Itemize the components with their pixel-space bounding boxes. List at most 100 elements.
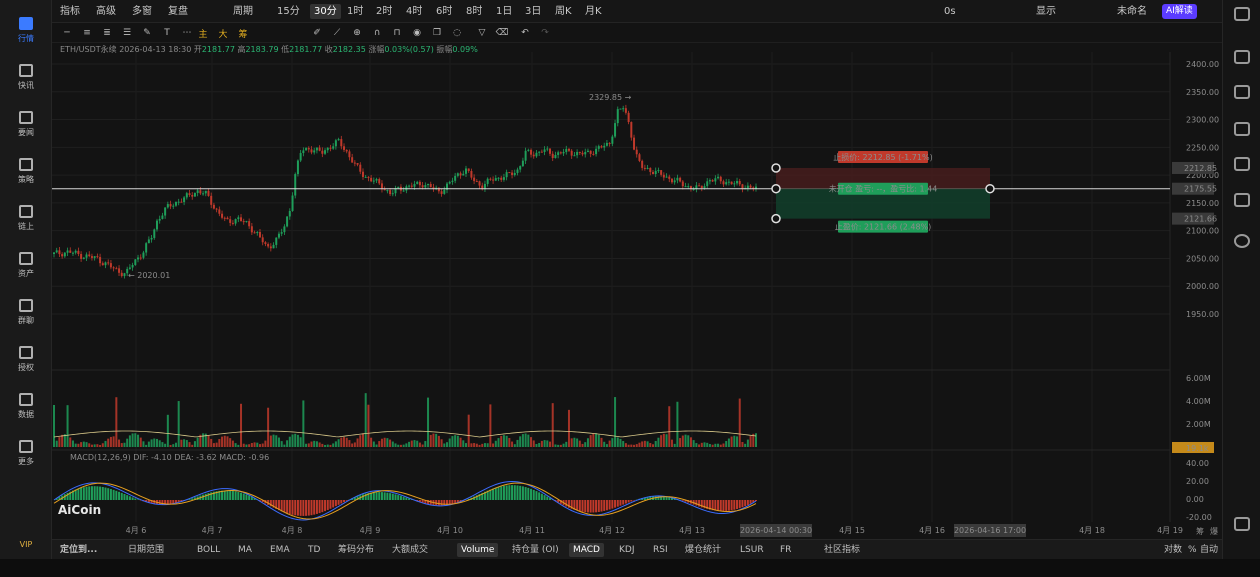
pen-tool-icon[interactable]: ✎ <box>143 28 151 38</box>
interval-15m[interactable]: 15分 <box>277 6 300 17</box>
pane-volume[interactable]: Volume <box>457 543 499 557</box>
vip-badge[interactable]: VIP <box>19 540 33 549</box>
indicator-chips[interactable]: 筹码分布 <box>338 545 375 555</box>
ai-analysis-button[interactable]: AI解读 <box>1162 4 1197 19</box>
ruler-icon[interactable]: ⟋ <box>333 28 341 38</box>
interval-1d[interactable]: 1日 <box>496 6 513 17</box>
close-label: 收 <box>324 45 333 54</box>
window-icon[interactable] <box>1234 157 1250 171</box>
volume-bar <box>96 444 99 447</box>
multi-window-button[interactable]: 多窗 <box>132 6 152 17</box>
interval-6h[interactable]: 6时 <box>436 6 453 17</box>
nav-headlines[interactable]: 要闻 <box>4 104 48 144</box>
robot-icon[interactable] <box>1234 193 1250 207</box>
pane-kdj[interactable]: KDJ <box>619 545 635 555</box>
stop-loss-label-bg <box>838 150 928 163</box>
candle-body <box>77 250 80 255</box>
nav-group-chat[interactable]: 群聊 <box>4 292 48 332</box>
volume-bar <box>307 443 310 447</box>
period-dropdown[interactable]: 周期 <box>233 6 253 17</box>
orderbook-icon[interactable] <box>1234 85 1250 99</box>
pane-macd[interactable]: MACD <box>569 543 604 557</box>
community-indicators-button[interactable]: 社区指标 <box>824 545 861 555</box>
interval-month[interactable]: 月K <box>585 6 602 17</box>
pane-oi[interactable]: 持仓量 (OI) <box>512 545 559 555</box>
chart-list-icon[interactable] <box>1234 122 1250 136</box>
channel-tool-icon[interactable]: ≣ <box>103 28 111 38</box>
main-tool[interactable]: 主 <box>198 29 208 40</box>
pane-rsi[interactable]: RSI <box>653 545 668 555</box>
display-button[interactable]: 显示 <box>1036 6 1056 17</box>
percent-toggle[interactable]: % <box>1188 545 1197 555</box>
volume-bar <box>340 437 343 447</box>
filter-icon[interactable]: ▽ <box>478 28 486 38</box>
undo-icon[interactable]: ↶ <box>521 28 529 38</box>
zoom-icon[interactable]: ⊕ <box>353 28 361 38</box>
nav-assets[interactable]: 资产 <box>4 245 48 285</box>
indicator-ema[interactable]: EMA <box>270 545 290 555</box>
gear-icon[interactable] <box>1234 517 1250 531</box>
lock-icon[interactable]: ⊓ <box>393 28 401 38</box>
redo-icon[interactable]: ↷ <box>541 28 549 38</box>
pane-lsur[interactable]: LSUR <box>740 545 764 555</box>
volume-bar <box>519 436 522 447</box>
macd-bar <box>253 497 256 500</box>
fib-tool-icon[interactable]: ☰ <box>122 28 132 38</box>
chart-canvas[interactable]: 2329.85 → ← 2020.01 止损价: 2212.85 (-1.71%)… <box>52 52 1222 539</box>
left-navigation: 行情 快讯 要闻 策略 链上 资产 群聊 授权 数据 更多 VIP <box>0 0 52 577</box>
advanced-button[interactable]: 高级 <box>96 6 116 17</box>
stack-icon[interactable]: ❐ <box>432 28 442 38</box>
indicator-large-trades[interactable]: 大额成交 <box>392 545 429 555</box>
log-scale-toggle[interactable]: 对数 <box>1164 545 1183 555</box>
interval-2h[interactable]: 2时 <box>376 6 393 17</box>
nav-flash-news[interactable]: 快讯 <box>4 57 48 97</box>
volume-bar <box>733 435 736 447</box>
indicator-boll[interactable]: BOLL <box>197 545 221 555</box>
interval-week[interactable]: 周K <box>555 6 572 17</box>
locate-button[interactable]: 定位到... <box>60 545 98 555</box>
interval-4h[interactable]: 4时 <box>406 6 423 17</box>
indicators-button[interactable]: 指标 <box>60 6 80 17</box>
hide-icon[interactable]: ◌ <box>453 28 461 38</box>
magnet-icon[interactable]: ∩ <box>373 28 381 38</box>
nav-authorize[interactable]: 授权 <box>4 339 48 379</box>
nav-more[interactable]: 更多 <box>4 433 48 473</box>
eye-icon[interactable]: ◉ <box>413 28 421 38</box>
nav-onchain[interactable]: 链上 <box>4 198 48 238</box>
text-tool-icon[interactable]: T <box>164 28 170 38</box>
auto-scale-toggle[interactable]: 自动 <box>1200 545 1219 555</box>
replay-button[interactable]: 复盘 <box>168 6 188 17</box>
pane-fr[interactable]: FR <box>780 545 792 555</box>
chips-tool[interactable]: 筹 <box>238 29 248 40</box>
indicator-td[interactable]: TD <box>308 545 321 555</box>
candle-body <box>183 197 186 203</box>
interval-1h[interactable]: 1时 <box>347 6 364 17</box>
candle-body <box>749 185 752 188</box>
interval-8h[interactable]: 8时 <box>466 6 483 17</box>
exit-icon[interactable] <box>1234 7 1250 21</box>
large-tool[interactable]: 大 <box>218 29 228 40</box>
list-icon[interactable] <box>1234 50 1250 64</box>
indicator-ma[interactable]: MA <box>238 545 252 555</box>
settings-icon[interactable] <box>1234 234 1250 248</box>
candle-body <box>698 185 701 187</box>
layout-name-dropdown[interactable]: 未命名 <box>1117 6 1147 17</box>
more-tools-icon[interactable]: ⋯ <box>182 28 192 38</box>
candle-body <box>291 195 294 211</box>
pencil-icon[interactable]: ✐ <box>313 28 321 38</box>
line-tool-icon[interactable]: ─ <box>64 28 70 38</box>
volume-bar <box>199 434 202 447</box>
trash-icon[interactable]: ⌫ <box>495 28 509 38</box>
hline-tool-icon[interactable]: ≡ <box>83 28 91 38</box>
candle-body <box>505 172 508 178</box>
interval-3d[interactable]: 3日 <box>525 6 542 17</box>
date-range-dropdown[interactable]: 日期范围 <box>128 545 165 555</box>
position-tool[interactable]: 止损价: 2212.85 (-1.71%) 未开仓 盈亏: --，盈亏比: 1.4… <box>52 150 1170 233</box>
nav-data[interactable]: 数据 <box>4 386 48 426</box>
macd-bar <box>670 497 673 500</box>
macd-bar <box>614 500 617 508</box>
interval-30m[interactable]: 30分 <box>310 4 341 19</box>
nav-strategy[interactable]: 策略 <box>4 151 48 191</box>
nav-markets[interactable]: 行情 <box>4 10 48 50</box>
pane-liquidation[interactable]: 爆仓统计 <box>685 545 722 555</box>
